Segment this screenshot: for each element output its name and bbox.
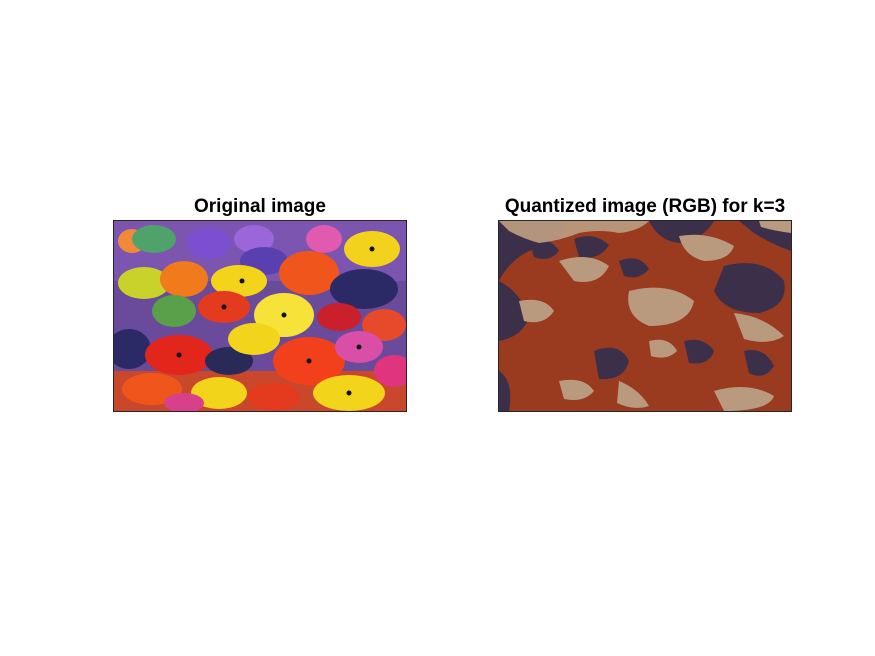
original-image <box>113 220 407 412</box>
quantized-image <box>498 220 792 412</box>
quantized-image-graphic <box>499 221 791 411</box>
original-image-title: Original image <box>194 196 326 217</box>
quantized-image-panel: Quantized image (RGB) for k=3 <box>498 194 792 412</box>
original-image-panel: Original image <box>113 194 407 412</box>
quantized-image-title: Quantized image (RGB) for k=3 <box>504 196 786 217</box>
original-image-graphic <box>114 221 406 411</box>
